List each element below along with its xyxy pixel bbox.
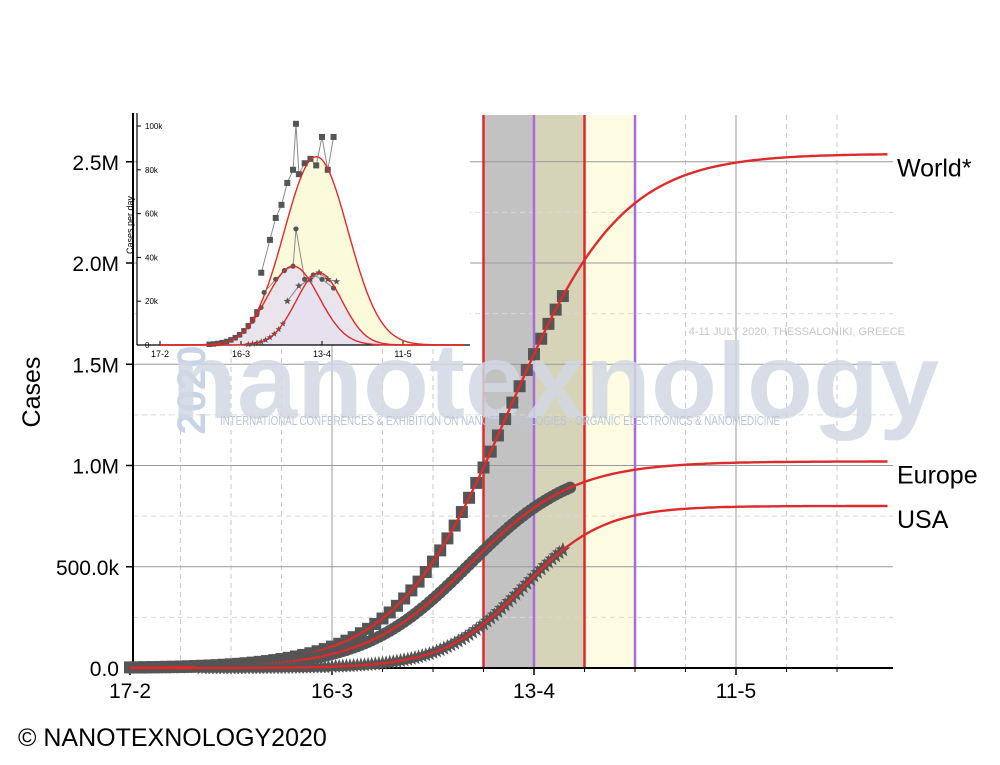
data-point-star — [332, 277, 341, 285]
data-point-square — [266, 236, 273, 243]
band-cream — [584, 115, 635, 668]
watermark-dates: 4-11 JULY 2020, THESSALONIKI, GREECE — [689, 326, 905, 338]
data-point-star — [324, 275, 332, 283]
fit-curve — [130, 504, 888, 670]
inset-series-usa — [160, 268, 464, 348]
inset-x-tick-label: 16-3 — [232, 349, 250, 359]
data-point-square — [295, 171, 302, 178]
data-point-square — [330, 133, 337, 140]
x-tick-label: 16-3 — [311, 680, 353, 703]
y-tick-label: 2.0M — [72, 253, 119, 276]
inset-x-tick-label: 13-4 — [313, 349, 331, 359]
inset-fill-usa — [160, 272, 470, 345]
inset-y-axis-label: Cases per day — [125, 195, 135, 254]
data-point-circle — [261, 289, 267, 296]
series-label: World* — [897, 154, 972, 182]
series-usa: USA — [130, 504, 949, 675]
inset-y-tick-label: 100k — [145, 122, 163, 131]
data-point-square — [319, 133, 325, 140]
inset-fit-curve — [160, 271, 464, 346]
inset-y-tick-label: 60k — [145, 210, 159, 219]
data-point-square — [292, 120, 299, 127]
data-point-square — [301, 160, 308, 167]
y-axis-label: Cases — [18, 357, 46, 428]
y-tick-label: 2.5M — [72, 152, 119, 175]
band-gray — [483, 115, 534, 668]
data-point-square — [258, 269, 265, 276]
main-axes: 0.0 500.0k 1.0M 1.5M 2.0M 2.5M 17-2 16-3 13-4 11-… — [18, 113, 893, 703]
data-point-circle — [302, 276, 308, 282]
highlight-bands — [483, 115, 635, 668]
inset-x-tick-label: 11-5 — [394, 349, 411, 359]
x-tick-label: 11-5 — [716, 680, 756, 703]
inset-daily-cases-chart: 0 20k 40k 60k 80k 100k 17-2 16-3 13-4 11-5 Cases p… — [125, 113, 470, 359]
data-point-square — [278, 201, 285, 208]
data-point-square — [284, 179, 291, 186]
data-point-star — [283, 297, 291, 305]
inset-y-tick-label: 20k — [145, 297, 159, 306]
inset-fill-world — [160, 156, 470, 345]
y-tick-label: 0.0 — [90, 658, 119, 681]
x-tick-label: 17-2 — [109, 680, 151, 703]
x-tick-label: 13-4 — [513, 680, 555, 703]
y-tick-label: 1.5M — [72, 354, 119, 377]
series-label: Europe — [897, 462, 978, 490]
inset-x-tick-label: 17-2 — [151, 349, 169, 359]
data-point-star — [306, 275, 315, 283]
data-point-square — [272, 214, 279, 221]
y-tick-label: 1.0M — [72, 456, 119, 479]
inset-y-tick-label: 0 — [145, 341, 150, 350]
data-point-square — [290, 166, 297, 173]
inset-y-tick-label: 80k — [145, 166, 159, 175]
y-tick-label: 500.0k — [56, 557, 120, 580]
inset-y-tick-label: 40k — [145, 253, 159, 262]
band-olive — [534, 115, 585, 668]
series-label: USA — [897, 506, 949, 534]
data-point-circle — [293, 226, 299, 232]
copyright-footer: © NANOTEXNOLOGY2020 — [18, 724, 327, 752]
data-point-square — [313, 162, 320, 169]
data-point-star — [295, 282, 303, 289]
watermark-year: 2020 — [170, 346, 214, 435]
data-point-circle — [319, 276, 325, 282]
main-series: World* Europe USA — [124, 153, 978, 675]
